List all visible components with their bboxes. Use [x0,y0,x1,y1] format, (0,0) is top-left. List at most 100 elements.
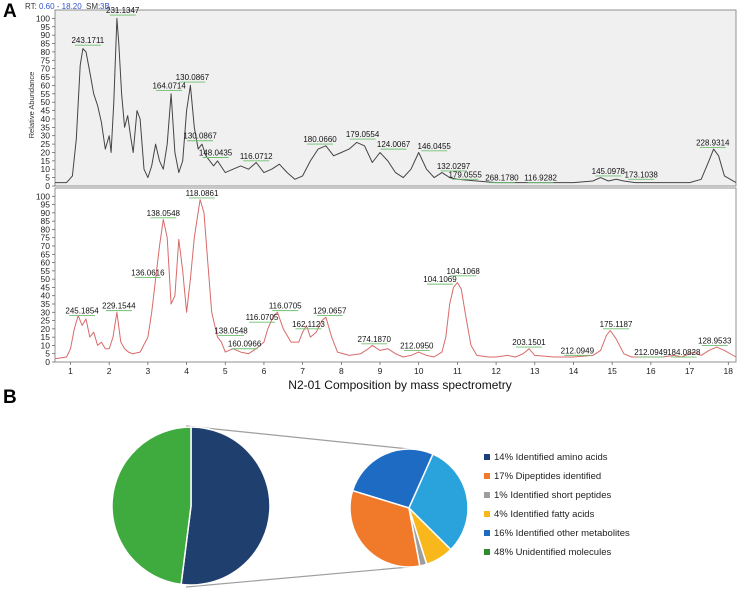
peak-label: 138.0548 [147,209,181,218]
y-tick-label: 10 [41,164,51,174]
peak-label: 146.0455 [418,142,452,151]
legend-label: 4% Identified fatty acids [494,509,595,520]
y-tick-label: 95 [41,22,51,32]
x-tick-label: 11 [453,366,462,376]
sm-label: SM: [86,2,100,11]
rt-range: 0.60 - 18.20 [39,2,82,11]
peak-label: 104.1068 [447,267,481,276]
peak-label: 116.9282 [524,174,557,183]
x-tick-label: 15 [607,366,617,376]
peak-label: 180.0660 [303,135,337,144]
y-tick-label: 80 [41,224,51,234]
x-tick-label: 2 [107,366,112,376]
rt-header: RT: 0.60 - 18.20 SM: 3B [25,2,110,11]
x-tick-label: 18 [724,366,734,376]
legend-swatch [484,492,490,498]
peak-label: 268.1780 [485,174,519,183]
y-tick-label: 15 [41,332,51,342]
x-tick-label: 9 [378,366,383,376]
x-tick-label: 6 [262,366,267,376]
y-tick-label: 30 [41,307,51,317]
y-tick-label: 50 [41,274,51,284]
peak-label: 162.1123 [292,320,325,329]
x-tick-label: 5 [223,366,228,376]
peak-label: 160.0966 [228,340,262,349]
legend-swatch [484,549,490,555]
sm-value: 3B [100,2,110,11]
peak-label: 136.0616 [131,268,165,277]
y-tick-label: 70 [41,241,51,251]
composition-pies [111,425,469,588]
legend-label: 48% Unidentified molecules [494,547,611,558]
peak-label: 164.0714 [152,81,186,90]
connector-top [185,425,410,450]
y-tick-label: 20 [41,147,51,157]
series-line [54,199,737,360]
y-tick-label: 85 [41,39,51,49]
legend: 14% Identified amino acids 17% Dipeptides… [484,452,630,558]
peak-label: 184.0828 [667,348,701,357]
y-tick-label: 55 [41,89,51,99]
y-tick-label: 0 [45,357,50,367]
peak-label: 274.1870 [358,335,392,344]
y-tick-label: 35 [41,122,51,132]
y-tick-label: 20 [41,324,51,334]
y-tick-label: 55 [41,266,51,276]
y-tick-label: 70 [41,64,51,74]
y-tick-label: 10 [41,340,51,350]
legend-label: 16% Identified other metabolites [494,528,630,539]
legend-label: 17% Dipeptides identified [494,471,601,482]
x-tick-label: 17 [685,366,695,376]
peak-label: 228.9314 [696,138,730,147]
pie-slice [180,426,271,586]
y-tick-label: 35 [41,299,51,309]
peak-label: 138.0548 [214,326,248,335]
y-tick-label: 40 [41,114,51,124]
peak-label: 124.0067 [377,140,411,149]
y-tick-label: 60 [41,258,51,268]
peak-label: 116.0705 [269,302,302,311]
y-tick-label: 90 [41,208,51,218]
pie-slice [111,426,192,586]
legend-label: 1% Identified short peptides [494,490,611,501]
y-tick-label: 45 [41,282,51,292]
pie-slice [351,448,434,509]
peak-label: 116.0705 [246,313,279,322]
y-tick-label: 75 [41,55,51,65]
plot-area [54,9,737,187]
peak-label: 132.0297 [437,162,471,171]
y-tick-label: 95 [41,200,51,210]
y-tick-label: 60 [41,80,51,90]
x-tick-label: 4 [184,366,189,376]
chromatogram-top: 0510152025303540455055606570758085909510… [36,6,737,191]
y-tick-label: 25 [41,139,51,149]
series-line [55,17,737,184]
x-tick-label: 12 [491,366,501,376]
peak-label: 116.0712 [240,152,273,161]
peak-label: 212.0949 [561,346,595,355]
peak-label: 104.1069 [423,275,457,284]
y-tick-label: 90 [41,30,51,40]
panel-label-b: B [3,387,17,408]
peak-label: 179.0554 [346,130,380,139]
peak-label: 175.1187 [600,320,633,329]
peak-label: 245.1854 [65,307,99,316]
x-tick-label: 10 [414,366,424,376]
peak-label: 145.0978 [592,167,626,176]
rt-label: RT: [25,2,37,11]
pie-slice [349,489,421,568]
legend-swatch [484,511,490,517]
peak-label: 129.0657 [313,307,347,316]
legend-label: 14% Identified amino acids [494,452,608,463]
peak-label: 130.0867 [183,132,217,141]
x-tick-label: 16 [646,366,656,376]
peak-label: 179.0555 [448,170,482,179]
legend-swatch [484,473,490,479]
pie-slice [408,453,469,551]
y-tick-label: 100 [36,13,50,23]
y-tick-label: 80 [41,47,51,57]
peak-label: 130.0867 [176,73,210,82]
peak-label: 203.1501 [512,338,546,347]
peak-label: 148.0435 [199,149,233,158]
